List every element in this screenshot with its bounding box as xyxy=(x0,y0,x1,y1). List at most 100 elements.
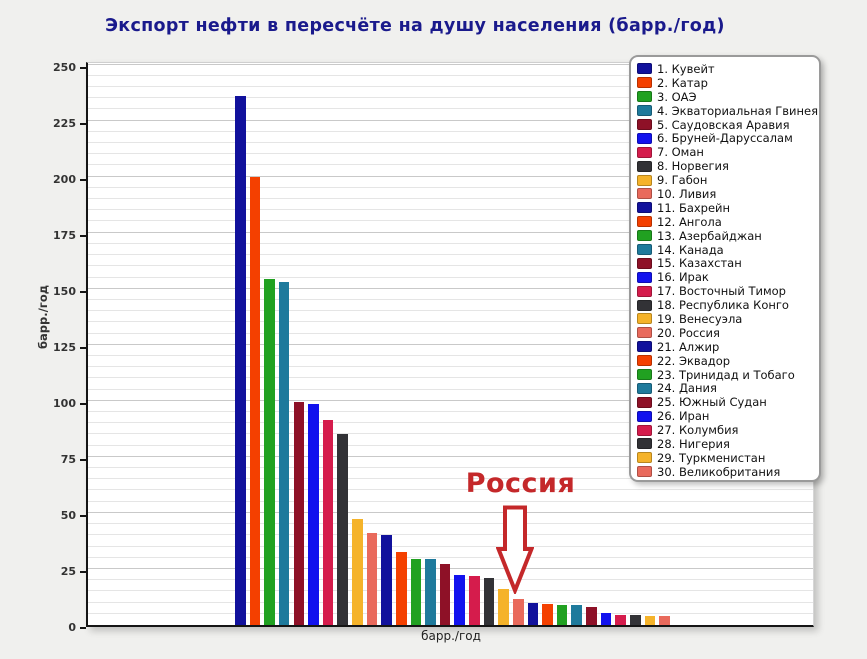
gridline xyxy=(88,85,813,87)
legend-box: 1. Кувейт 2. Катар 3. ОАЭ 4. Экваториальная… xyxy=(629,55,821,482)
gridline xyxy=(88,467,813,469)
legend-swatch xyxy=(637,466,652,478)
legend-row: 3. ОАЭ xyxy=(637,90,819,104)
legend-swatch xyxy=(637,174,652,186)
bar-27 xyxy=(615,614,626,625)
gridline xyxy=(88,455,813,457)
y-tick-mark xyxy=(80,290,86,293)
legend-swatch xyxy=(637,91,652,103)
legend-label: 1. Кувейт xyxy=(657,61,715,76)
bar-29 xyxy=(644,615,656,625)
gridline xyxy=(88,567,813,569)
y-tick-label: 25 xyxy=(60,564,76,578)
legend-row: 26. Иран xyxy=(637,409,819,423)
y-tick-label: 125 xyxy=(53,340,76,354)
bar-16 xyxy=(454,574,466,625)
bar-13 xyxy=(410,558,422,625)
legend-row: 22. Эквадор xyxy=(637,354,819,368)
legend-label: 8. Норвегия xyxy=(657,159,729,174)
gridline xyxy=(88,186,813,188)
legend-swatch xyxy=(637,355,652,367)
legend-label: 16. Ирак xyxy=(657,270,709,285)
legend-row: 25. Южный Судан xyxy=(637,395,819,409)
gridline xyxy=(88,489,813,491)
legend-swatch xyxy=(637,438,652,450)
legend-label: 14. Канада xyxy=(657,242,724,257)
down-arrow-path xyxy=(496,505,534,594)
bar-10 xyxy=(366,533,378,625)
y-tick-mark xyxy=(80,346,86,349)
gridline xyxy=(88,130,813,132)
legend-row: 4. Экваториальная Гвинея xyxy=(637,104,819,118)
legend-row: 13. Азербайджан xyxy=(637,229,819,243)
legend-row: 15. Казахстан xyxy=(637,256,819,270)
gridline xyxy=(88,276,813,278)
legend-label: 6. Бруней-Даруссалам xyxy=(657,131,793,146)
legend-label: 13. Азербайджан xyxy=(657,228,762,243)
legend-row: 29. Туркменистан xyxy=(637,451,819,465)
legend-row: 16. Ирак xyxy=(637,270,819,284)
gridline xyxy=(88,74,813,76)
legend-row: 14. Канада xyxy=(637,243,819,257)
gridline xyxy=(88,388,813,390)
gridline xyxy=(88,399,813,401)
legend-swatch xyxy=(637,271,652,283)
gridline xyxy=(88,119,813,121)
legend-label: 26. Иран xyxy=(657,409,710,424)
y-tick-label: 200 xyxy=(53,172,76,186)
x-axis-title: барр./год xyxy=(421,629,481,643)
gridline xyxy=(88,198,813,200)
legend-label: 17. Восточный Тимор xyxy=(657,284,786,299)
legend-label: 19. Венесуэла xyxy=(657,311,743,326)
y-tick-mark xyxy=(80,234,86,237)
y-tick-label: 100 xyxy=(53,396,76,410)
bar-8 xyxy=(337,434,348,625)
gridline xyxy=(88,310,813,312)
legend-label: 24. Дания xyxy=(657,381,717,396)
legend-swatch xyxy=(637,119,652,130)
gridline xyxy=(88,298,813,300)
y-tick-label: 225 xyxy=(53,116,76,130)
y-tick-mark xyxy=(80,66,86,69)
bar-2 xyxy=(249,176,261,625)
legend-row: 21. Алжир xyxy=(637,340,819,354)
bar-22 xyxy=(542,604,553,625)
gridline xyxy=(88,601,813,603)
legend-label: 9. Габон xyxy=(657,173,708,188)
legend-label: 22. Эквадор xyxy=(657,353,731,368)
legend-swatch xyxy=(637,188,652,200)
gridline xyxy=(88,366,813,368)
gridline xyxy=(88,478,813,480)
legend-label: 3. ОАЭ xyxy=(657,89,697,104)
y-tick-label: 75 xyxy=(60,452,76,466)
bar-30 xyxy=(659,615,670,625)
legend-swatch xyxy=(637,244,652,256)
legend-row: 8. Норвегия xyxy=(637,159,819,173)
gridline xyxy=(88,220,813,222)
bar-5 xyxy=(293,401,305,625)
legend-swatch xyxy=(637,424,652,436)
legend-row: 24. Дания xyxy=(637,381,819,395)
legend-label: 25. Южный Судан xyxy=(657,395,767,410)
bar-14 xyxy=(425,559,436,625)
legend-swatch xyxy=(637,285,652,297)
legend-row: 23. Тринидад и Тобаго xyxy=(637,368,819,382)
legend-row: 10. Ливия xyxy=(637,187,819,201)
gridline xyxy=(88,265,813,267)
gridline xyxy=(88,377,813,379)
gridline xyxy=(88,343,813,345)
legend-swatch xyxy=(637,257,652,269)
legend-label: 18. Республика Конго xyxy=(657,298,789,313)
legend-row: 19. Венесуэла xyxy=(637,312,819,326)
y-tick-mark xyxy=(80,570,86,573)
annotation-russia-label: Россия xyxy=(465,468,576,499)
gridline xyxy=(88,545,813,547)
legend-row: 20. Россия xyxy=(637,326,819,340)
bar-3 xyxy=(264,278,275,625)
legend-row: 11. Бахрейн xyxy=(637,201,819,215)
gridline xyxy=(88,231,813,233)
bar-9 xyxy=(352,518,363,625)
bar-15 xyxy=(439,564,451,625)
legend-swatch xyxy=(637,369,652,381)
bar-6 xyxy=(308,404,319,625)
